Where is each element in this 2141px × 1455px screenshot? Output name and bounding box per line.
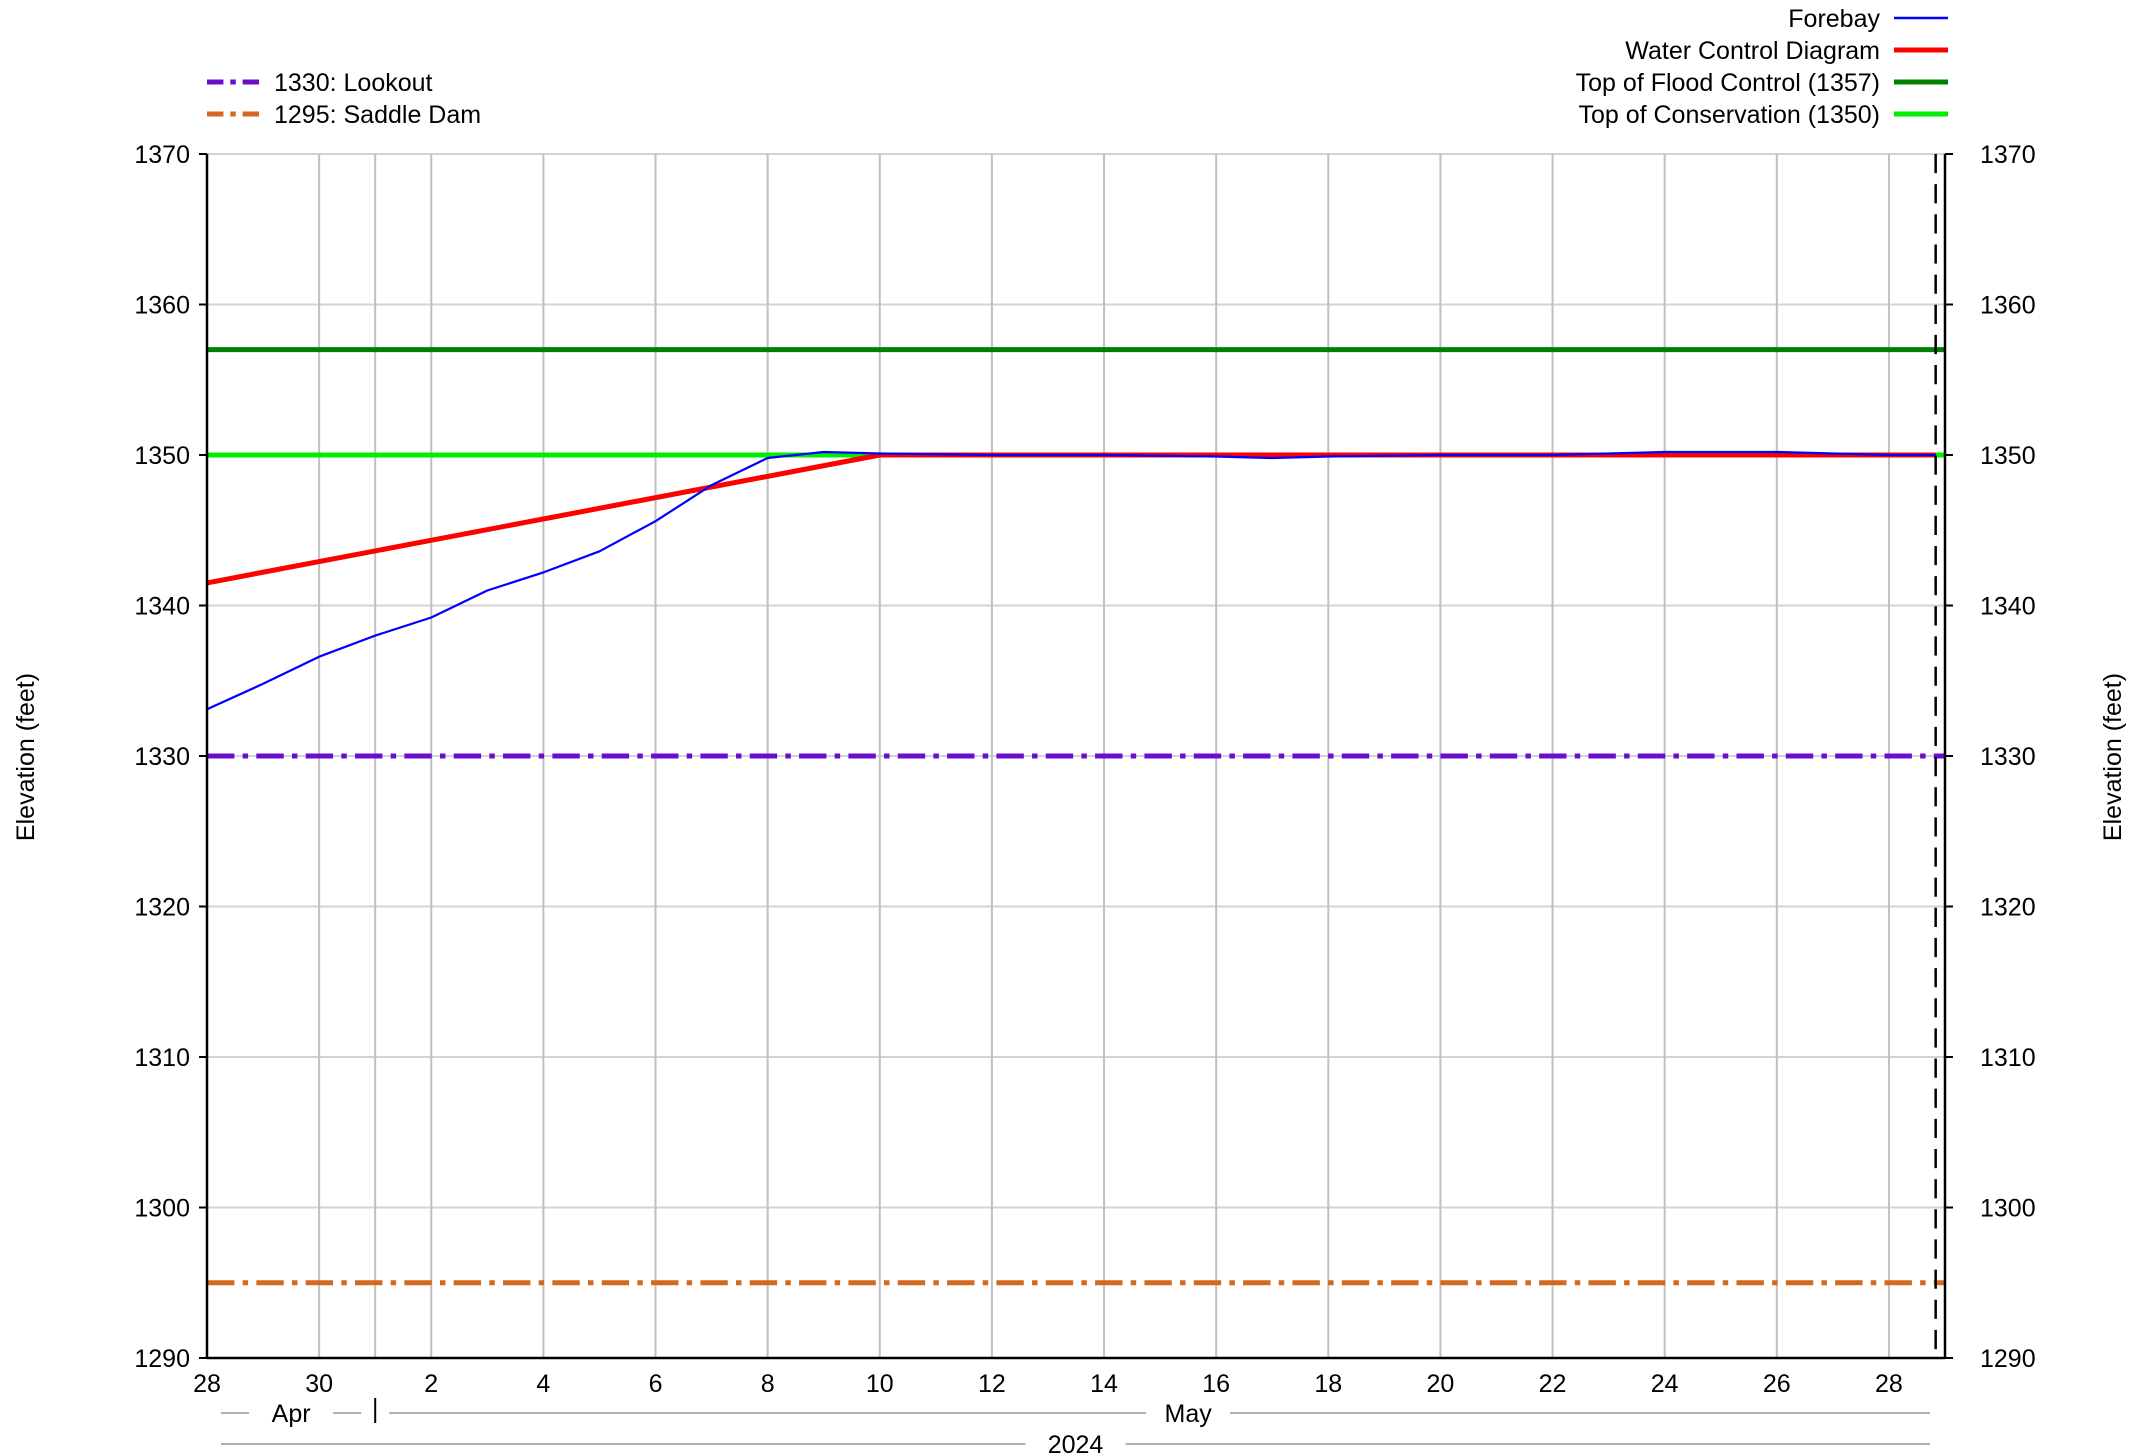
y-tick-label-right: 1320 — [1980, 894, 2036, 922]
x-tick-label: 10 — [866, 1370, 894, 1398]
series-lines — [206, 347, 1945, 1286]
y-tick-label-left: 1320 — [134, 894, 190, 922]
y-tick-label-right: 1360 — [1980, 292, 2036, 320]
x-tick-label: 2 — [424, 1370, 438, 1398]
y-tick-label-right: 1340 — [1980, 593, 2036, 621]
x-tick-label: 4 — [536, 1370, 550, 1398]
x-tick-label: 8 — [761, 1370, 775, 1398]
y-tick-label-left: 1300 — [134, 1195, 190, 1223]
x-tick-label: 24 — [1651, 1370, 1679, 1398]
y-tick-label-right: 1330 — [1980, 743, 2036, 771]
legend-label: Water Control Diagram — [1625, 37, 1880, 65]
x-tick-label: 18 — [1314, 1370, 1342, 1398]
series-line-forebay — [206, 450, 1936, 711]
x-tick-label: 22 — [1539, 1370, 1567, 1398]
year-label: 2024 — [1048, 1431, 1104, 1455]
y-tick-label-left: 1350 — [134, 442, 190, 470]
x-tick-label: 20 — [1427, 1370, 1455, 1398]
x-tick-label: 28 — [1875, 1370, 1903, 1398]
month-label: May — [1165, 1400, 1213, 1428]
y-tick-label-left: 1310 — [134, 1044, 190, 1072]
x-tick-label: 14 — [1090, 1370, 1118, 1398]
y-tick-label-right: 1290 — [1980, 1345, 2036, 1373]
series-line-water-control-diagram — [206, 452, 1936, 586]
x-tick-label: 6 — [649, 1370, 663, 1398]
y-tick-label-left: 1290 — [134, 1345, 190, 1373]
y-tick-label-left: 1370 — [134, 141, 190, 169]
x-tick-label: 30 — [305, 1370, 333, 1398]
legend-label: 1330: Lookout — [274, 69, 433, 97]
axis-ticks: 1290 1290 1300 1300 1310 1310 1320 1320 1330 1330… — [134, 141, 2035, 1455]
x-tick-label: 12 — [978, 1370, 1006, 1398]
y-tick-label-right: 1350 — [1980, 442, 2036, 470]
x-tick-label: 26 — [1763, 1370, 1791, 1398]
x-tick-label: 16 — [1202, 1370, 1230, 1398]
legend-label: 1295: Saddle Dam — [274, 101, 481, 129]
y-tick-label-left: 1360 — [134, 292, 190, 320]
y-tick-label-right: 1370 — [1980, 141, 2036, 169]
month-label: Apr — [272, 1400, 311, 1428]
x-tick-label: 28 — [193, 1370, 221, 1398]
y-tick-label-right: 1300 — [1980, 1195, 2036, 1223]
legend-label: Forebay — [1788, 5, 1880, 33]
legend: 1330: Lookout 1295: Saddle Dam Forebay Wate… — [207, 5, 1948, 129]
y-tick-label-left: 1330 — [134, 743, 190, 771]
legend-label: Top of Flood Control (1357) — [1576, 69, 1880, 97]
y-axis-title-right: Elevation (feet) — [2099, 673, 2127, 841]
y-axis-title-left: Elevation (feet) — [12, 673, 40, 841]
y-tick-label-right: 1310 — [1980, 1044, 2036, 1072]
legend-label: Top of Conservation (1350) — [1578, 101, 1880, 129]
y-tick-label-left: 1340 — [134, 593, 190, 621]
